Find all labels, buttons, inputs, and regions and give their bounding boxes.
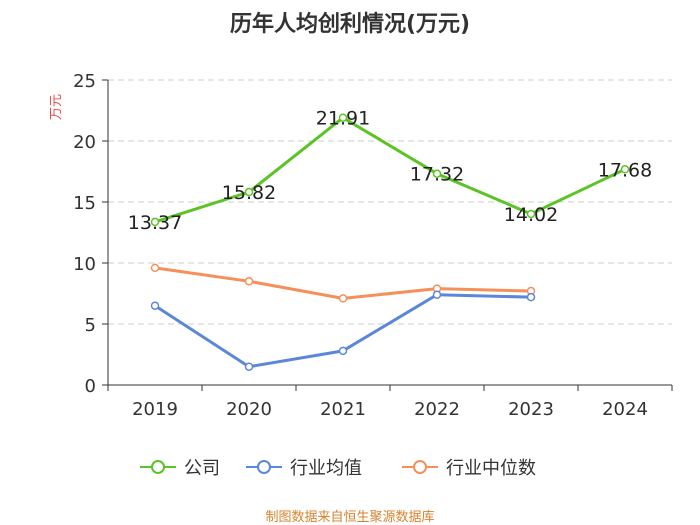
- x-tick-label: 2024: [602, 399, 648, 420]
- x-tick-label: 2020: [226, 399, 272, 420]
- line-chart: 0 5 10 15 20 25 2019 2020 2021 2022 2023 2024 13.37…: [49, 71, 673, 479]
- y-tick-label: 0: [85, 376, 96, 397]
- data-point: [244, 362, 254, 371]
- data-point: [432, 169, 442, 178]
- legend-swatch-marker: [413, 460, 427, 474]
- data-point: [338, 346, 348, 356]
- legend-label: 公司: [184, 458, 220, 479]
- y-tick-label: 20: [73, 132, 96, 153]
- legend-label: 行业中位数: [446, 458, 536, 479]
- y-tick-label: 5: [85, 315, 96, 336]
- data-label: 21.91: [316, 108, 370, 130]
- data-point: [526, 209, 536, 219]
- data-point: [432, 290, 442, 299]
- y-tick-label: 15: [73, 193, 96, 214]
- legend-item-2: 行业中位数: [402, 458, 536, 479]
- data-label: 14.02: [504, 204, 558, 226]
- data-point: [150, 217, 160, 227]
- source-footer: 制图数据来自恒生聚源数据库: [265, 510, 435, 525]
- x-tick-label: 2022: [414, 399, 460, 420]
- x-tick-label: 2019: [132, 399, 178, 420]
- data-point: [526, 292, 536, 302]
- data-point: [338, 294, 348, 303]
- data-point: [338, 113, 348, 122]
- series-line-2: [154, 266, 532, 300]
- data-point: [150, 301, 160, 310]
- series-line-1: [154, 293, 532, 369]
- legend-swatch-marker: [257, 460, 271, 474]
- x-tick-label: 2023: [508, 399, 554, 420]
- data-label: 15.82: [222, 182, 276, 204]
- series-line-0: [154, 116, 626, 224]
- legend-swatch-marker: [151, 460, 165, 474]
- legend-item-0: 公司: [140, 458, 220, 479]
- legend-item-1: 行业均值: [246, 458, 362, 479]
- y-tick-label: 10: [73, 254, 96, 275]
- data-point: [244, 277, 254, 286]
- chart-title: 历年人均创利情况(万元): [229, 12, 471, 37]
- legend-label: 行业均值: [290, 458, 362, 479]
- data-label: 17.32: [410, 164, 464, 186]
- x-tick-label: 2021: [320, 399, 366, 420]
- data-point: [150, 263, 160, 273]
- data-label: 13.37: [128, 212, 182, 234]
- data-point: [244, 187, 254, 197]
- data-label: 17.68: [598, 159, 652, 181]
- y-tick-label: 25: [73, 71, 96, 92]
- y-axis-label: 万元: [49, 94, 64, 120]
- data-point: [620, 165, 630, 174]
